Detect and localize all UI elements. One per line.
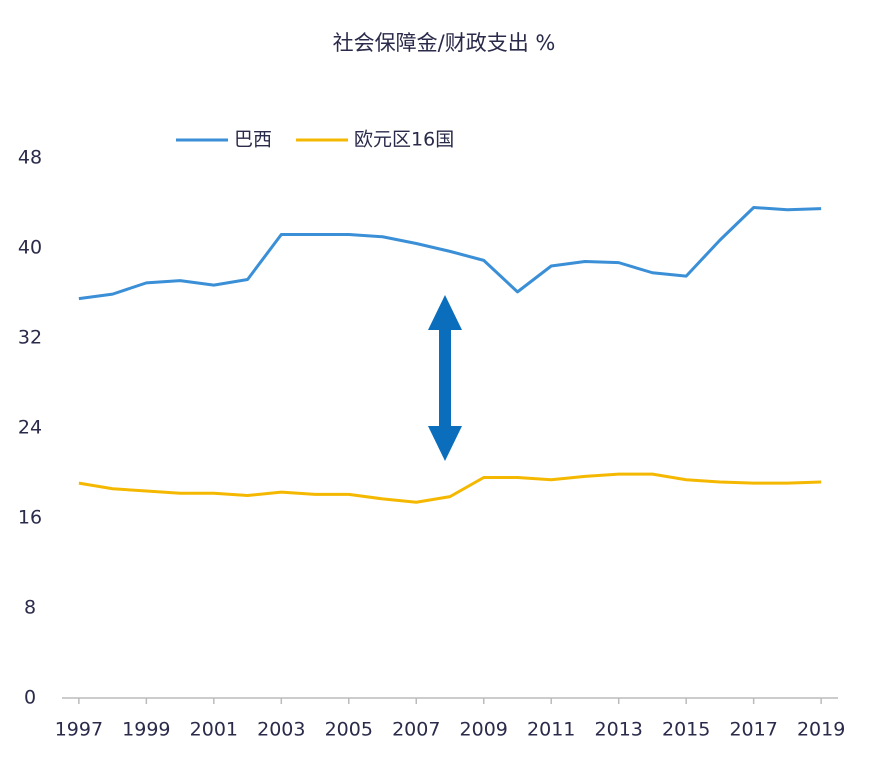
x-tick-label: 2017 xyxy=(729,719,777,741)
y-tick-label: 24 xyxy=(18,417,42,439)
x-tick-label: 2003 xyxy=(257,719,305,741)
x-tick-label: 2007 xyxy=(392,719,440,741)
y-tick-label: 48 xyxy=(18,147,42,169)
series-line xyxy=(78,472,822,504)
legend-label: 欧元区16国 xyxy=(354,129,454,151)
x-tick-label: 2011 xyxy=(527,719,575,741)
y-tick-label: 32 xyxy=(18,327,42,349)
y-tick-label: 16 xyxy=(18,507,42,529)
double-arrow xyxy=(428,295,462,461)
y-tick-label: 8 xyxy=(24,597,36,619)
x-tick-label: 2005 xyxy=(325,719,373,741)
x-tick-label: 1997 xyxy=(55,719,103,741)
x-tick-label: 2001 xyxy=(190,719,238,741)
x-tick-label: 2019 xyxy=(797,719,845,741)
y-tick-label: 0 xyxy=(24,687,36,709)
series-line xyxy=(78,206,822,301)
legend-label: 巴西 xyxy=(234,129,272,151)
x-tick-label: 2013 xyxy=(595,719,643,741)
x-tick-label: 2015 xyxy=(662,719,710,741)
x-tick-label: 2009 xyxy=(460,719,508,741)
chart-title: 社会保障金/财政支出 % xyxy=(333,31,556,55)
x-tick-label: 1999 xyxy=(122,719,170,741)
y-tick-label: 40 xyxy=(18,237,42,259)
